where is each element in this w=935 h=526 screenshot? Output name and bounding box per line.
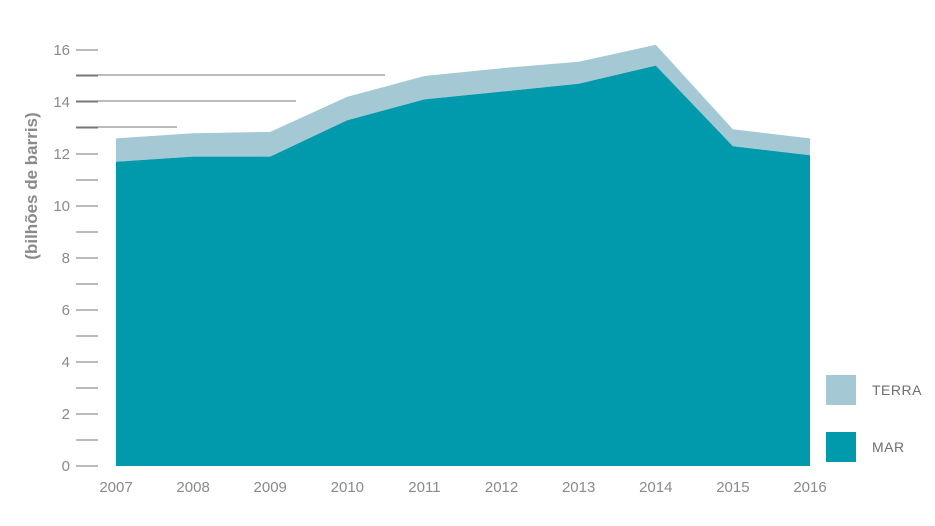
y-tick-label: 2 — [62, 406, 70, 423]
x-tick-label: 2016 — [793, 479, 826, 496]
plot-areas — [116, 44, 810, 466]
y-tick-label: 12 — [53, 146, 70, 163]
y-axis: 0 2 4 6 8 10 12 14 16 — [53, 42, 98, 475]
legend: TERRA MAR — [826, 375, 922, 462]
x-tick-label: 2012 — [485, 479, 518, 496]
y-tick-label: 14 — [53, 94, 70, 111]
x-tick-label: 2015 — [716, 479, 749, 496]
y-tick-label: 8 — [62, 250, 70, 267]
decorative-lines — [76, 74, 385, 128]
y-tick-label: 6 — [62, 302, 70, 319]
y-tick-label: 4 — [62, 354, 70, 371]
x-tick-label: 2010 — [331, 479, 364, 496]
y-tick-label: 10 — [53, 198, 70, 215]
y-axis-label: (bilhões de barris) — [22, 112, 41, 259]
x-tick-label: 2013 — [562, 479, 595, 496]
legend-label-terra: TERRA — [872, 382, 922, 398]
y-tick-label: 16 — [53, 42, 70, 59]
x-tick-label: 2007 — [99, 479, 132, 496]
legend-swatch-terra — [826, 375, 856, 405]
x-tick-label: 2011 — [408, 479, 440, 496]
x-tick-label: 2008 — [176, 479, 209, 496]
legend-swatch-mar — [826, 432, 856, 462]
x-tick-label: 2009 — [254, 479, 287, 496]
x-axis: 2007 2008 2009 2010 2011 2012 2013 2014 2015 2016 — [99, 479, 826, 496]
y-tick-label: 0 — [62, 458, 70, 475]
legend-label-mar: MAR — [872, 439, 905, 455]
area-mar — [116, 65, 810, 466]
x-tick-label: 2014 — [639, 479, 672, 496]
area-terra — [116, 44, 810, 162]
